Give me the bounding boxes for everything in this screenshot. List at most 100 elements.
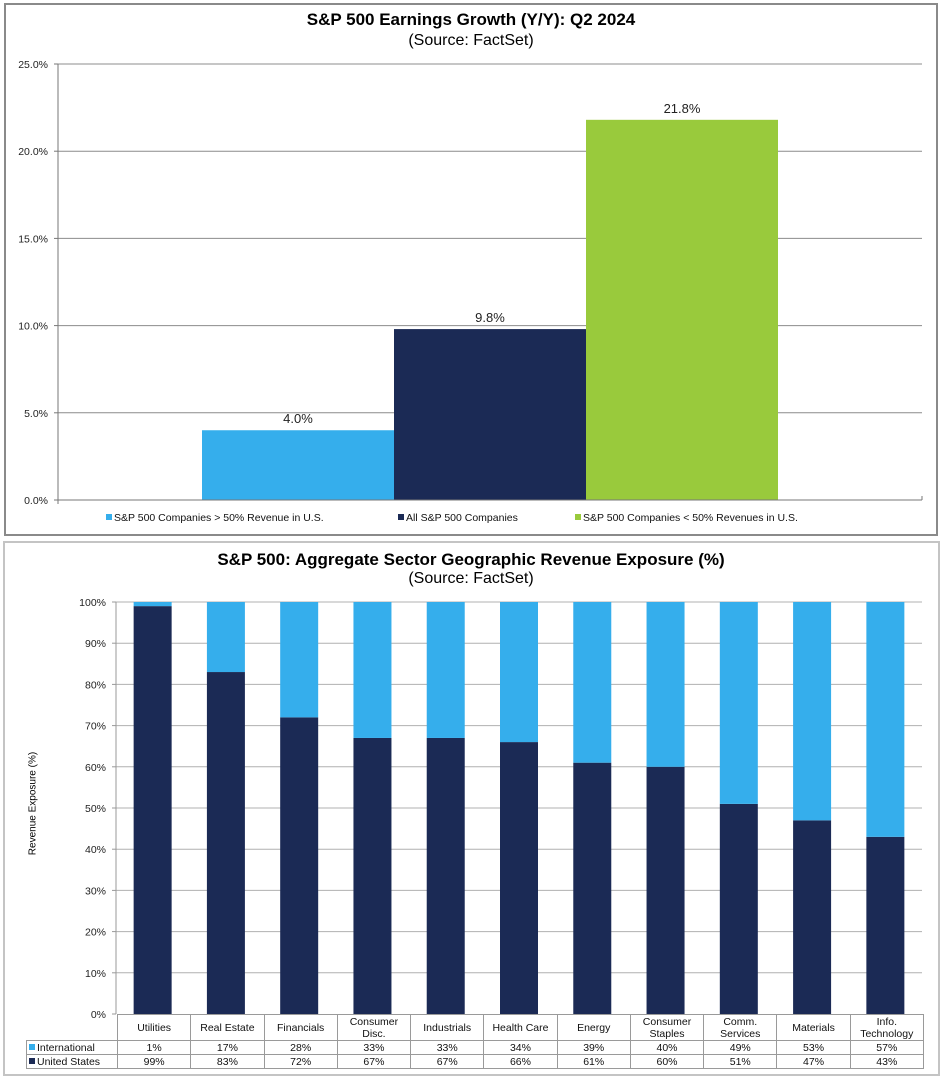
earnings-chart-title: S&P 500 Earnings Growth (Y/Y): Q2 2024 <box>306 10 636 29</box>
sector-y-tick-label: 80% <box>85 679 106 691</box>
data-table-value-cell: 43% <box>849 1054 924 1069</box>
sector-y-tick-label: 40% <box>85 844 106 856</box>
sector-y-tick-label: 30% <box>85 885 106 897</box>
data-table-value-cell: 61% <box>556 1054 631 1069</box>
earnings-bar <box>202 430 394 500</box>
category-label-line: Staples <box>649 1027 685 1040</box>
category-label-line: Real Estate <box>200 1021 255 1034</box>
earnings-y-tick-label: 0.0% <box>24 495 48 507</box>
data-table-value-cell: 1% <box>116 1040 192 1055</box>
sector-bar-international <box>793 602 832 821</box>
category-label-line: Health Care <box>492 1021 549 1034</box>
data-table-value-cell: 66% <box>483 1054 558 1069</box>
category-label-line: Consumer <box>642 1015 692 1028</box>
sector-bar-united-states <box>573 762 612 1014</box>
data-table-value-cell: 99% <box>116 1054 192 1069</box>
sector-data-table: Utilities Real Estate Financials Consumer Di… <box>26 1014 924 1069</box>
legend-label-lt50-us: S&P 500 Companies < 50% Revenues in U.S. <box>583 512 798 524</box>
sector-y-tick-label: 90% <box>85 638 106 650</box>
data-table-category-header: Info. Technology <box>849 1014 924 1041</box>
category-label-line: Comm. <box>723 1015 758 1028</box>
data-table-category-header: Industrials <box>410 1014 485 1041</box>
data-table-value-cell: 53% <box>776 1040 851 1055</box>
earnings-y-tick-label: 25.0% <box>18 59 48 71</box>
international-swatch <box>29 1043 35 1050</box>
earnings-bar-data-label: 9.8% <box>475 310 505 325</box>
data-table-value-cell: 60% <box>629 1054 705 1069</box>
sector-y-tick-label: 70% <box>85 721 106 733</box>
sector-bar-united-states <box>719 803 758 1014</box>
data-table-value-cell: 34% <box>483 1040 558 1055</box>
earnings-y-tick-label: 15.0% <box>18 233 48 245</box>
data-table-value-cell: 40% <box>629 1040 705 1055</box>
sector-bar-international <box>280 602 319 718</box>
data-table-value-cell: 17% <box>190 1040 265 1055</box>
data-table-value-cell: 49% <box>703 1040 778 1055</box>
legend-label-all-sp500: All S&P 500 Companies <box>406 512 518 524</box>
legend-swatch-gt50-us <box>106 514 112 520</box>
data-table-value-cell: 39% <box>556 1040 631 1055</box>
earnings-y-tick-label: 5.0% <box>24 408 48 420</box>
category-label-line: Info. <box>876 1015 897 1028</box>
sector-bar-international <box>426 602 465 738</box>
data-table-value-cell: 67% <box>336 1054 412 1069</box>
legend-item-all-sp500: All S&P 500 Companies <box>398 512 518 524</box>
sector-y-tick-label: 60% <box>85 762 106 774</box>
sector-chart-title: S&P 500: Aggregate Sector Geographic Rev… <box>217 550 725 569</box>
data-table-category-header: Consumer Disc. <box>336 1014 412 1041</box>
category-label-line: Services <box>720 1027 761 1040</box>
data-table-category-header: Real Estate <box>190 1014 265 1041</box>
data-table-category-header: Consumer Staples <box>629 1014 705 1041</box>
sector-bar-international <box>353 602 392 738</box>
earnings-y-tick-label: 10.0% <box>18 321 48 333</box>
legend-label-gt50-us: S&P 500 Companies > 50% Revenue in U.S. <box>114 512 324 524</box>
sector-chart-y-axis-label: Revenue Exposure (%) <box>27 751 39 856</box>
sector-bar-united-states <box>793 820 832 1014</box>
data-table-series-label-international: International <box>26 1040 118 1055</box>
category-label-line: Materials <box>792 1021 835 1034</box>
earnings-y-tick-label: 20.0% <box>18 146 48 158</box>
legend-item-lt50-us: S&P 500 Companies < 50% Revenues in U.S. <box>575 512 798 524</box>
data-table-category-header: Health Care <box>483 1014 558 1041</box>
united-states-label: United States <box>37 1055 101 1068</box>
sector-bar-international <box>866 602 905 837</box>
earnings-chart-subtitle: (Source: FactSet) <box>408 32 534 49</box>
data-table-value-cell: 72% <box>263 1054 338 1069</box>
earnings-bar-data-label: 21.8% <box>664 101 701 116</box>
data-table-category-header: Energy <box>556 1014 631 1041</box>
sector-y-tick-label: 10% <box>85 968 106 980</box>
sector-y-tick-label: 100% <box>79 597 106 609</box>
sector-bar-united-states <box>280 717 319 1014</box>
sector-bar-united-states <box>353 737 392 1014</box>
category-label-line: Technology <box>860 1027 914 1040</box>
sector-bar-united-states <box>646 766 685 1014</box>
data-table-value-cell: 83% <box>190 1054 265 1069</box>
sector-bar-international <box>573 602 612 763</box>
legend-swatch-lt50-us <box>575 514 581 520</box>
international-label: International <box>37 1041 95 1054</box>
data-table-category-header: Financials <box>263 1014 338 1041</box>
sector-bar-united-states <box>426 737 465 1014</box>
sector-bar-united-states <box>500 742 538 1014</box>
data-table-value-cell: 67% <box>410 1054 485 1069</box>
category-label-line: Energy <box>577 1021 611 1034</box>
sector-chart-subtitle: (Source: FactSet) <box>408 570 534 587</box>
data-table-series-label-united-states: United States <box>26 1054 118 1069</box>
category-label-line: Financials <box>277 1021 325 1034</box>
sector-bar-international <box>719 602 758 804</box>
sector-bar-united-states <box>866 836 905 1014</box>
data-table-corner <box>26 1014 118 1041</box>
category-label-line: Utilities <box>137 1021 172 1034</box>
data-table-header-row: Utilities Real Estate Financials Consumer Di… <box>26 1014 924 1041</box>
earnings-bar <box>586 119 778 501</box>
legend-item-gt50-us: S&P 500 Companies > 50% Revenue in U.S. <box>106 512 324 524</box>
sector-bar-international <box>500 602 538 743</box>
category-label-line: Consumer <box>349 1015 399 1028</box>
sector-y-tick-label: 20% <box>85 927 106 939</box>
data-table-value-cell: 47% <box>776 1054 851 1069</box>
category-label-line: Disc. <box>362 1027 386 1040</box>
sector-y-tick-label: 50% <box>85 803 106 815</box>
data-table-category-header: Utilities <box>116 1014 192 1041</box>
data-table-category-header: Comm. Services <box>703 1014 778 1041</box>
